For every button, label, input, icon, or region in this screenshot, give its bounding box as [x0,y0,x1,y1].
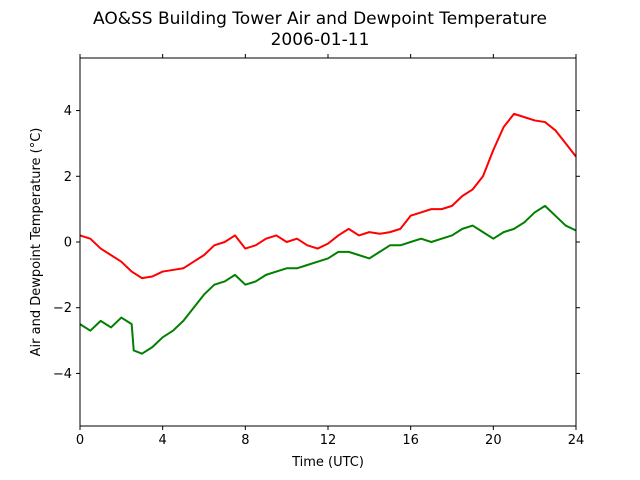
y-tick-label: −4 [53,367,72,382]
x-tick-label: 8 [241,433,249,448]
x-tick-label: 4 [159,433,167,448]
y-tick-label: 0 [64,236,72,251]
x-axis-label: Time (UTC) [291,455,364,470]
y-axis-label: Air and Dewpoint Temperature (°C) [29,128,44,357]
chart-subtitle: 2006-01-11 [271,30,370,50]
series-line-1 [79,204,577,355]
y-tick-label: 4 [64,104,72,119]
series-line-0 [79,112,577,280]
chart-title: AO&SS Building Tower Air and Dewpoint Te… [93,9,547,29]
x-tick-label: 16 [402,433,419,448]
y-tick-label: −2 [53,301,72,316]
y-tick-label: 2 [64,170,72,185]
x-tick-label: 24 [568,433,585,448]
x-tick-label: 12 [320,433,337,448]
x-tick-label: 0 [76,433,84,448]
x-tick-label: 20 [485,433,502,448]
series-layer [79,112,577,355]
